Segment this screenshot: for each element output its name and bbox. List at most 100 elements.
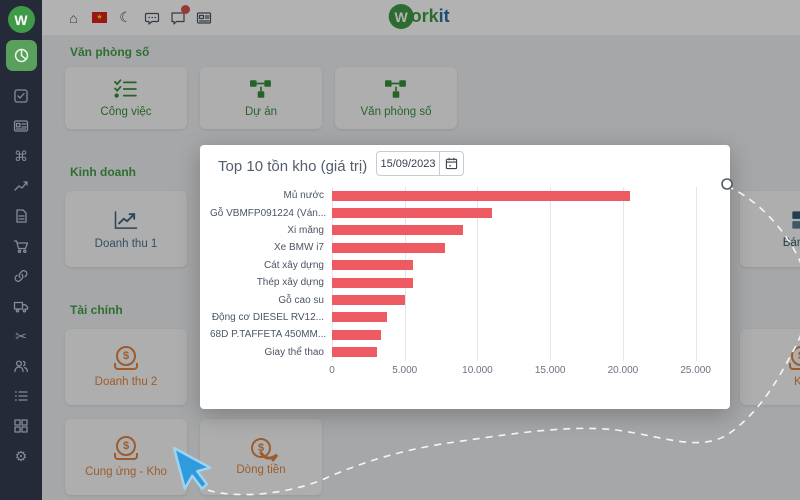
card-label: Doanh thu 1 <box>94 238 158 250</box>
brand-logo-icon: W <box>388 4 414 29</box>
chart-tick-label: 5.000 <box>392 365 418 376</box>
chart-row: Gỗ cao su <box>210 293 716 308</box>
chart-bar <box>332 329 382 340</box>
chart-tick-label: 25.000 <box>680 365 711 376</box>
chart-category-label: Gỗ VBMFP091224 (Ván... <box>210 207 327 219</box>
chart-bar-track <box>332 260 716 271</box>
chart-row: 68D P.TAFFETA 450MM... <box>210 327 716 342</box>
dollar-coin-icon: $ <box>114 436 138 460</box>
date-picker[interactable]: 15/09/2023 <box>376 151 464 176</box>
chart-row: Gỗ VBMFP091224 (Ván... <box>210 206 716 221</box>
card-label: Doanh thu 2 <box>94 376 158 388</box>
brand-text-blue: it <box>438 6 450 26</box>
grid-icon[interactable] <box>13 417 30 434</box>
chart-category-label: 68D P.TAFFETA 450MM... <box>210 329 327 341</box>
chart-category-label: Xe BMW i7 <box>273 242 324 254</box>
org-chart-icon <box>247 78 275 100</box>
card-cong-viec[interactable]: Công việc <box>65 67 187 129</box>
chat-icon[interactable] <box>143 9 160 26</box>
org-chart-icon <box>382 78 410 100</box>
dollar-coin-icon: $ <box>114 346 138 370</box>
chart-bar <box>332 312 388 323</box>
chart-bar-track <box>332 277 716 288</box>
sidebar-menu: ⌘ ✂ ⚙ <box>13 87 30 464</box>
chart-category-label: Mủ nước <box>283 190 324 202</box>
chart-bar-track <box>332 242 716 253</box>
list-icon[interactable] <box>13 387 30 404</box>
card-label: Văn phòng số <box>360 106 432 118</box>
chart-bar <box>332 190 631 201</box>
chart-bar-track <box>332 329 716 340</box>
truck-icon[interactable] <box>13 297 30 314</box>
vietnam-flag-icon[interactable]: ★ <box>91 9 108 26</box>
top10-ton-kho-modal: Top 10 tồn kho (giá trị) 15/09/2023 Mủ n… <box>200 145 730 409</box>
id-card-icon[interactable] <box>13 117 30 134</box>
chart-tick-label: 10.000 <box>462 365 493 376</box>
chart-row: Mủ nước <box>210 188 716 203</box>
sidebar: W ⌘ ✂ ⚙ <box>0 0 42 500</box>
card-label: Dự án <box>245 106 277 118</box>
chart-row: Thép xây dựng <box>210 275 716 290</box>
chart-tick-label: 0 <box>329 365 335 376</box>
document-icon[interactable] <box>13 207 30 224</box>
news-icon[interactable] <box>195 9 212 26</box>
flag-star: ★ <box>92 12 107 23</box>
section-title-kinh-doanh: Kinh doanh <box>70 165 136 179</box>
trend-chart-icon <box>112 208 140 232</box>
card-doanh-thu-2[interactable]: $ Doanh thu 2 <box>65 329 187 405</box>
trend-up-icon[interactable] <box>13 177 30 194</box>
workit-logo-icon[interactable]: W <box>7 6 35 33</box>
chart-category-label: Giay thể thao <box>264 346 324 358</box>
brand-text-green: ork <box>410 6 439 26</box>
card-label: Công việc <box>100 106 152 118</box>
header-icons: ⌂ ★ ☾ <box>42 5 212 26</box>
dashboard-pie-icon <box>13 47 30 64</box>
section-title-van-phong-so: Văn phòng số <box>70 45 150 59</box>
modal-title: Top 10 tồn kho (giá trị) <box>218 158 368 175</box>
checklist-icon <box>111 78 141 100</box>
card-doanh-thu-1[interactable]: Doanh thu 1 <box>65 191 187 267</box>
chart-bar-track <box>332 208 716 219</box>
workit-brand: W orkit <box>388 4 450 29</box>
chart-bar-track <box>332 312 716 323</box>
chart-bar-track <box>332 295 716 306</box>
chart-category-label: Gỗ cao su <box>278 294 324 306</box>
chart-row: Xe BMW i7 <box>210 240 716 255</box>
scissors-icon[interactable]: ✂ <box>15 327 27 344</box>
calendar-icon[interactable] <box>439 152 463 175</box>
card-du-an[interactable]: Dự án <box>200 67 322 129</box>
chart-bar <box>332 260 414 271</box>
users-icon[interactable] <box>13 357 30 374</box>
chart-row: Xi măng <box>210 223 716 238</box>
check-square-icon[interactable] <box>13 87 30 104</box>
cart-icon[interactable] <box>13 237 30 254</box>
link-icon[interactable] <box>13 267 30 284</box>
chart-category-label: Động cơ DIESEL RV12... <box>211 311 324 323</box>
chart-bar <box>332 295 405 306</box>
card-cung-ung-kho[interactable]: $ Cung ứng - Kho <box>65 419 187 495</box>
section-title-tai-chinh: Tài chính <box>70 303 123 317</box>
chart-bar <box>332 208 492 219</box>
message-icon[interactable] <box>169 5 190 26</box>
command-icon[interactable]: ⌘ <box>14 147 28 164</box>
chart-bar <box>332 225 463 236</box>
chart-bar-track <box>332 225 716 236</box>
chart-tick-label: 20.000 <box>607 365 639 376</box>
moon-icon[interactable]: ☾ <box>119 9 132 25</box>
card-label: Cung ứng - Kho <box>85 466 167 478</box>
home-icon[interactable]: ⌂ <box>69 9 78 26</box>
chart-category-label: Xi măng <box>287 224 324 236</box>
settings-icon[interactable]: ⚙ <box>14 447 28 464</box>
chart-bar <box>332 242 446 253</box>
chart-row: Giay thể thao <box>210 345 716 360</box>
chart-tick-label: 15.000 <box>534 365 566 376</box>
chart-bar-track <box>332 190 716 201</box>
chart-axis: 0 5.000 10.000 15.000 20.000 25.000 <box>329 365 716 381</box>
chart-category-label: Thép xây dựng <box>256 277 324 289</box>
sidebar-item-dashboard[interactable] <box>5 40 37 71</box>
notification-badge <box>181 5 190 14</box>
card-van-phong-so[interactable]: Văn phòng số <box>335 67 457 129</box>
date-input[interactable]: 15/09/2023 <box>380 157 436 170</box>
chart-bar <box>332 277 414 288</box>
